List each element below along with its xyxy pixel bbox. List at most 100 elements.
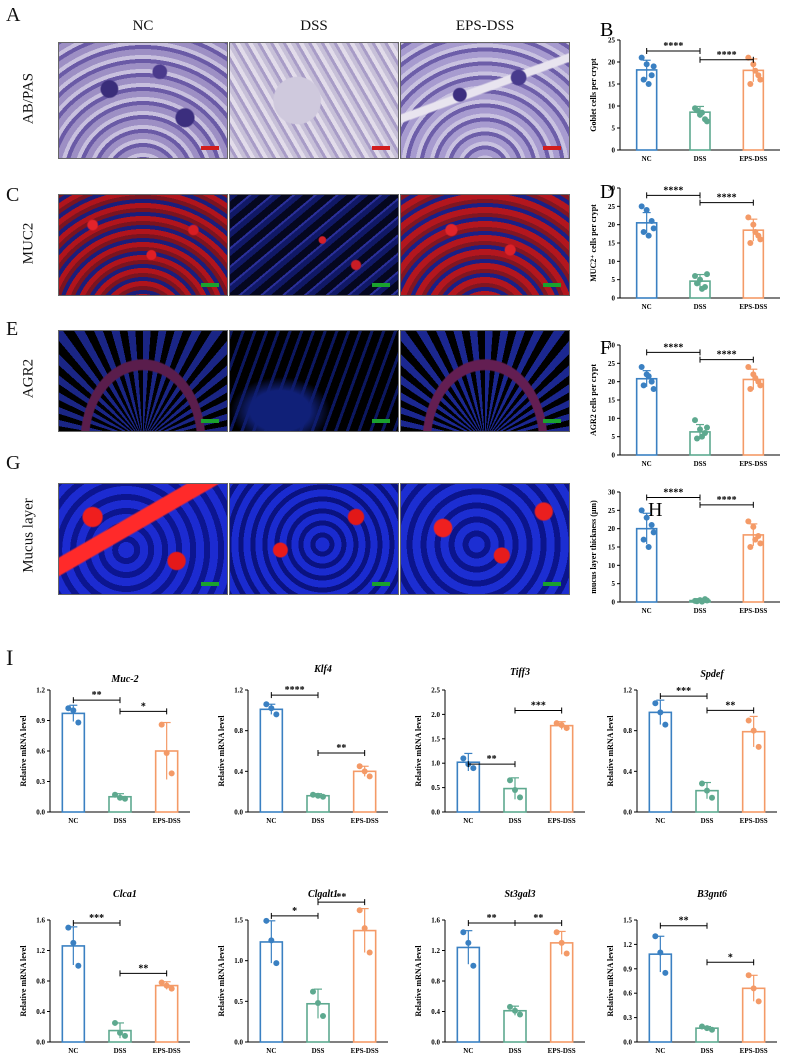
data-point (747, 240, 754, 246)
data-point (757, 236, 764, 243)
significance-label: * (292, 906, 297, 917)
column-header-dss: DSS (300, 18, 328, 34)
data-point (517, 794, 523, 801)
scale-bar (543, 582, 561, 586)
chart-title: St3gal3 (504, 889, 535, 900)
data-point (512, 1007, 518, 1014)
x-tick-label: DSS (312, 1047, 325, 1055)
significance-label: **** (717, 495, 737, 506)
y-tick-label: 0 (612, 452, 616, 460)
data-point (757, 382, 764, 389)
data-point (638, 364, 645, 370)
chart-tiff3: Tiff3 0.0 0.5 1.0 1.5 2.0 2.5 Relative mRNA lev… (414, 667, 585, 825)
data-point (361, 768, 368, 775)
data-point (553, 929, 560, 936)
chart-muc-2: Muc-2 0.0 0.3 0.6 0.9 1.2 Relative mRNA level N… (19, 674, 190, 825)
data-point (704, 271, 710, 278)
data-point (755, 743, 762, 750)
data-point (694, 598, 700, 605)
significance-label: **** (285, 685, 305, 696)
scale-bar (201, 419, 219, 423)
significance-label: **** (663, 488, 683, 499)
data-point (361, 925, 368, 932)
significance-label: ** (679, 916, 689, 927)
data-point (752, 229, 759, 235)
data-point (650, 386, 657, 392)
y-tick-label: 0.9 (36, 717, 45, 725)
micrograph-muc2-dss (229, 194, 399, 296)
data-point (640, 382, 647, 389)
data-point (704, 424, 710, 431)
x-tick-label: EPS-DSS (739, 155, 767, 163)
data-point (755, 998, 762, 1005)
panel-letter-i: I (6, 645, 14, 670)
y-tick-label: 5 (612, 276, 616, 284)
y-tick-label: 0 (612, 599, 616, 607)
data-point (650, 225, 657, 232)
chart-title: B3gnt6 (696, 889, 727, 900)
data-point (558, 939, 565, 946)
data-point (563, 725, 570, 732)
y-tick-label: 0.9 (623, 965, 632, 973)
data-point (645, 232, 652, 239)
panel-letter-c: C (6, 184, 20, 206)
data-point (750, 727, 757, 734)
x-tick-label: NC (642, 607, 652, 615)
y-axis-label: mucus layer thickness (μm) (589, 500, 598, 594)
data-point (747, 81, 754, 87)
y-axis-label: Relative mRNA level (19, 945, 28, 1017)
x-tick-label: DSS (312, 817, 325, 825)
scale-bar (372, 419, 390, 423)
data-point (709, 794, 715, 801)
data-point (643, 514, 650, 521)
y-axis-label: Relative mRNA level (217, 945, 226, 1017)
x-tick-label: NC (463, 1047, 473, 1055)
chart-title: Muc-2 (110, 674, 138, 685)
data-point (643, 61, 650, 68)
data-point (750, 523, 757, 530)
data-point (648, 522, 655, 528)
data-point (75, 962, 82, 969)
data-point (648, 218, 655, 224)
y-tick-label: 30 (608, 185, 616, 193)
y-tick-label: 15 (608, 81, 616, 89)
data-point (70, 939, 77, 946)
column-header-nc: NC (132, 18, 154, 34)
significance-label: ** (487, 913, 497, 924)
data-point (645, 544, 652, 550)
data-point (650, 63, 657, 70)
significance-label: ** (336, 743, 346, 754)
x-tick-label: EPS-DSS (739, 460, 767, 468)
y-axis-label: Relative mRNA level (606, 715, 615, 787)
y-axis-label: Relative mRNA level (606, 945, 615, 1017)
y-tick-label: 1.5 (234, 917, 243, 925)
data-point (752, 375, 759, 381)
significance-label: ** (138, 963, 148, 974)
chart-st3gal3: St3gal3 0.0 0.4 0.8 1.2 1.6 Relative mRNA leve… (414, 889, 585, 1055)
y-tick-label: 0.3 (623, 1014, 632, 1022)
micrograph-muc2-nc (58, 194, 228, 296)
y-tick-label: 0.0 (234, 809, 243, 817)
data-point (310, 791, 316, 798)
data-point (512, 787, 518, 794)
x-tick-label: EPS-DSS (740, 817, 768, 825)
data-point (638, 203, 645, 210)
data-point (558, 722, 565, 729)
significance-label: ** (725, 700, 735, 711)
x-tick-label: DSS (114, 817, 127, 825)
chart-title: Klf4 (313, 664, 332, 675)
chart-clca1: Clca1 0.0 0.4 0.8 1.2 1.6 Relative mRNA level N… (19, 889, 190, 1055)
x-tick-label: NC (463, 817, 473, 825)
y-tick-label: 1.5 (623, 917, 632, 925)
data-point (745, 972, 752, 979)
data-point (158, 979, 165, 986)
y-tick-label: 25 (608, 360, 616, 368)
data-point (465, 939, 472, 946)
y-tick-label: 0.0 (36, 1039, 45, 1047)
micrograph-agr2-eps-dss (400, 330, 570, 432)
y-tick-label: 15 (608, 397, 616, 405)
bar-eps-dss (742, 378, 765, 456)
data-point (65, 705, 72, 712)
x-tick-label: DSS (509, 817, 522, 825)
y-tick-label: 20 (608, 221, 616, 229)
